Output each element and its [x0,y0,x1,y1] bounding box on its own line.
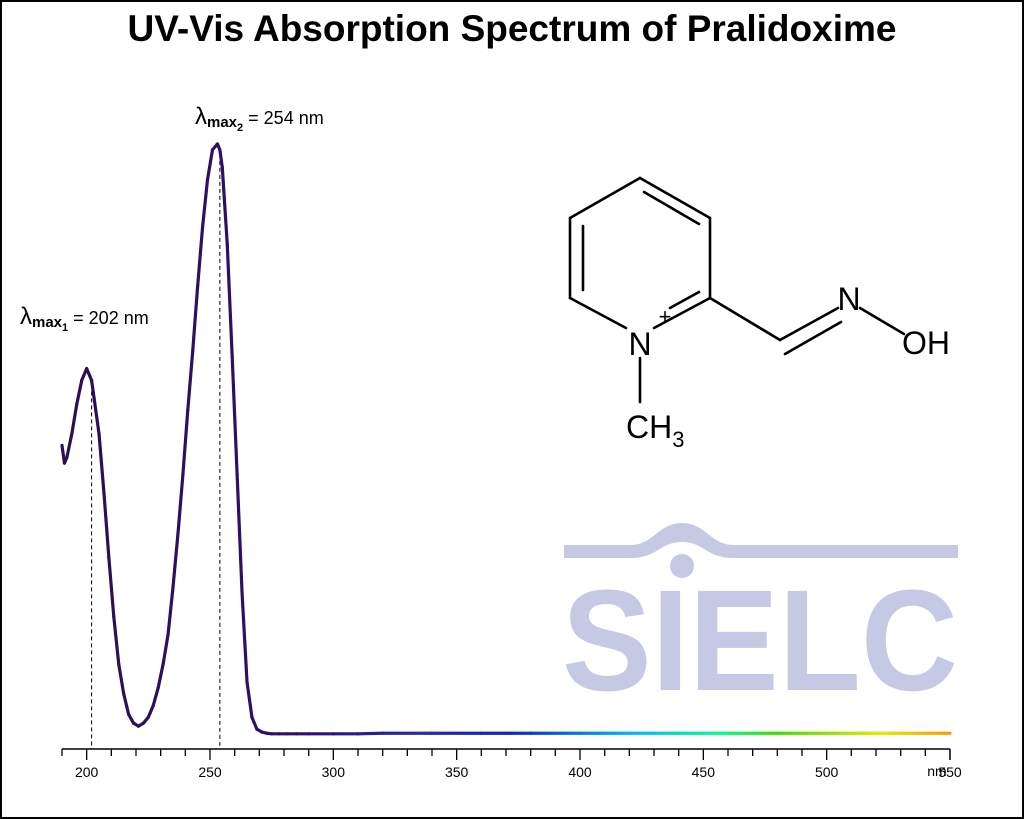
spectrum-segment [126,712,136,725]
spectrum-segment [122,692,131,716]
bond [568,176,642,220]
x-tick-label: 450 [692,764,716,780]
bond [568,296,628,330]
spectrum-segment [245,680,254,719]
methyl-group: CH3 [626,409,684,452]
charge-plus: + [659,304,672,329]
spectrum-segment [171,532,180,589]
spectrum-segment [191,284,200,353]
spectrum-segment [240,591,249,684]
spectrum-segment [97,431,106,495]
spectrum-segment [235,473,244,595]
lambda-max-annotations: λmax1 = 202 nm λmax2 = 254 nm [20,103,324,334]
spectrum-segment [166,585,175,637]
structure-labels: N + CH3 N OH [626,281,950,452]
bond [858,306,906,336]
chart-title: UV-Vis Absorption Spectrum of Pralidoxim… [127,8,897,49]
bond-double-inner [668,290,701,310]
spectrum-segment [230,355,239,477]
spectrum-segment [112,615,121,666]
spectrum-segment [186,349,195,412]
spectrum-segment [161,632,170,666]
pralidoxime-structure [568,176,906,404]
spectrum-segment [250,715,259,731]
bond-double-inner [642,190,701,226]
spectrum-segment [176,473,185,536]
spectrum-segment [65,431,74,459]
bond [778,306,840,342]
hydroxyl-group: OH [902,325,950,361]
lambda-max-label: λmax1 = 202 nm [20,303,149,334]
spectrum-segment [92,396,101,436]
spectrum-segment [89,378,96,400]
spectrum-segment [356,731,385,736]
spectrum-segment [218,148,224,170]
spectrum-segment [117,662,126,696]
x-tick-label: 400 [568,764,592,780]
spectrum-segment [70,402,79,436]
x-tick-label: 350 [445,764,469,780]
x-axis-ticks: 200 250 300 350 400 450 500 550 [61,749,962,780]
atom-n-pyridinium: N [628,326,651,362]
bond-double-inner [783,320,843,356]
lambda-max-label: λmax2 = 254 nm [195,103,324,134]
bond [708,296,782,342]
spectrum-segment [75,378,84,406]
spectrum-segment [102,491,111,560]
x-tick-label: 250 [198,764,222,780]
spectrum-segment [156,662,165,690]
bond [638,176,712,220]
spectrum-curve [60,142,952,736]
spectrum-segment [205,148,215,182]
spectrum-segment [181,408,190,477]
spectrum-segment [107,556,116,619]
spectrum-segment [146,703,155,719]
x-tick-label: 550 [938,764,962,780]
spectrum-segment [196,225,205,288]
spectrum-segment [225,242,234,359]
x-tick-label: 300 [322,764,346,780]
watermark-text: SIELC [562,560,958,721]
x-tick-label: 500 [815,764,839,780]
bond [652,296,712,330]
lambda-max-lines [91,153,221,749]
atom-n-oxime: N [837,281,860,317]
watermark-swoosh [564,523,958,558]
spectrum-segment [151,686,160,708]
watermark-dot [670,554,694,578]
x-axis-unit: nm [927,763,946,779]
x-tick-label: 200 [75,764,99,780]
spectrum-segment [220,166,229,247]
spectrum-segment [201,177,210,229]
sielc-watermark-logo: SIELC [562,523,958,721]
